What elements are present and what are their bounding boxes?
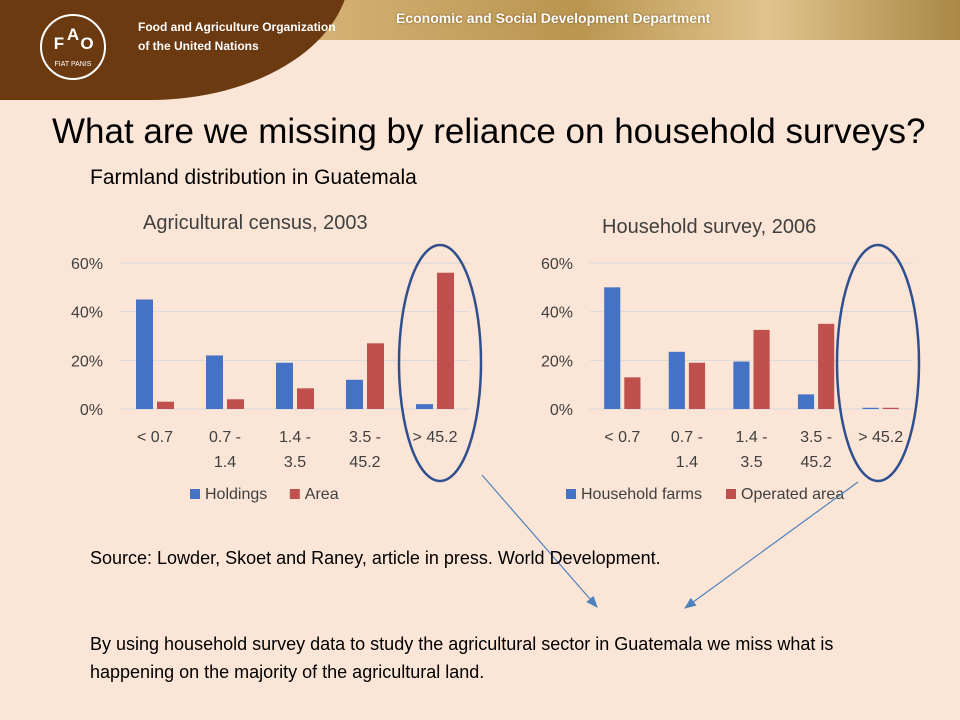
logo-motto: FIAT PANIS xyxy=(55,61,92,68)
logo-letter: F xyxy=(54,34,64,53)
x-tick-label: 1.4 xyxy=(214,454,236,471)
bar-series2 xyxy=(688,362,706,409)
legend-swatch xyxy=(566,489,576,499)
x-tick-label: > 45.2 xyxy=(858,429,903,446)
x-tick-label: 0.7 - xyxy=(671,429,703,446)
bar-series2 xyxy=(367,343,384,409)
y-tick-label: 0% xyxy=(550,402,573,419)
organization-name: Food and Agriculture Organization of the… xyxy=(138,20,336,53)
x-tick-label: < 0.7 xyxy=(137,429,173,446)
legend-swatch xyxy=(190,489,200,499)
x-tick-label: 3.5 - xyxy=(349,429,381,446)
bar-series2 xyxy=(624,377,641,409)
bar-series1 xyxy=(862,407,879,409)
bar-series1 xyxy=(416,404,433,409)
x-tick-label: 45.2 xyxy=(349,454,380,471)
y-tick-label: 40% xyxy=(541,305,573,322)
slide-title: What are we missing by reliance on house… xyxy=(52,112,926,151)
x-tick-label: 1.4 xyxy=(676,454,698,471)
fao-logo-icon: F A O FIAT PANIS xyxy=(40,14,106,80)
legend-label: Household farms xyxy=(581,486,702,503)
chart-title-census: Agricultural census, 2003 xyxy=(143,212,368,234)
bar-series1 xyxy=(733,361,750,409)
bar-series2 xyxy=(882,407,899,409)
y-tick-label: 40% xyxy=(71,305,103,322)
x-tick-label: 0.7 - xyxy=(209,429,241,446)
x-tick-label: 45.2 xyxy=(801,454,832,471)
bar-series1 xyxy=(136,299,153,409)
bar-series2 xyxy=(297,388,314,409)
y-tick-label: 20% xyxy=(541,353,573,370)
logo-letter: A xyxy=(67,25,79,44)
x-tick-label: < 0.7 xyxy=(604,429,640,446)
y-tick-label: 60% xyxy=(541,256,573,273)
bar-series2 xyxy=(818,323,835,409)
bar-series1 xyxy=(797,394,815,409)
y-tick-label: 60% xyxy=(71,256,103,273)
bar-series2 xyxy=(227,399,244,409)
census-chart: 0% 20% 40% 60% < 0.7 0.7 - 1.4 1.4 - 3.5 3.5 - 45.… xyxy=(71,256,470,503)
x-tick-label: 3.5 - xyxy=(800,429,832,446)
legend-label: Area xyxy=(305,486,339,503)
bar-series2 xyxy=(157,401,174,409)
y-tick-label: 20% xyxy=(71,353,103,370)
source-note: Source: Lowder, Skoet and Raney, article… xyxy=(90,548,661,568)
bar-series1 xyxy=(346,379,363,409)
bar-series2 xyxy=(753,329,770,409)
x-tick-label: 3.5 xyxy=(740,454,762,471)
bar-series2 xyxy=(437,272,454,409)
logo-letter: O xyxy=(80,34,93,53)
y-tick-label: 0% xyxy=(80,402,103,419)
legend-label: Operated area xyxy=(741,486,844,503)
x-tick-label: 1.4 - xyxy=(735,429,767,446)
chart-title-survey: Household survey, 2006 xyxy=(602,216,817,238)
legend-label: Holdings xyxy=(205,486,267,503)
legend-swatch xyxy=(289,489,300,499)
slide-subtitle: Farmland distribution in Guatemala xyxy=(90,166,417,189)
survey-chart: 0% 20% 40% 60% < 0.7 0.7 - 1.4 1.4 - 3.5 3.5 - 45.… xyxy=(541,256,913,503)
bar-series1 xyxy=(604,287,621,409)
bar-series1 xyxy=(668,351,685,409)
x-tick-label: 3.5 xyxy=(284,454,306,471)
x-tick-label: 1.4 - xyxy=(279,429,311,446)
x-tick-label: > 45.2 xyxy=(413,429,458,446)
conclusion-text: By using household survey data to study … xyxy=(90,634,834,682)
bar-series1 xyxy=(276,362,293,409)
legend-swatch xyxy=(726,489,736,499)
bar-series1 xyxy=(206,355,223,409)
department-name: Economic and Social Development Departme… xyxy=(396,10,711,26)
